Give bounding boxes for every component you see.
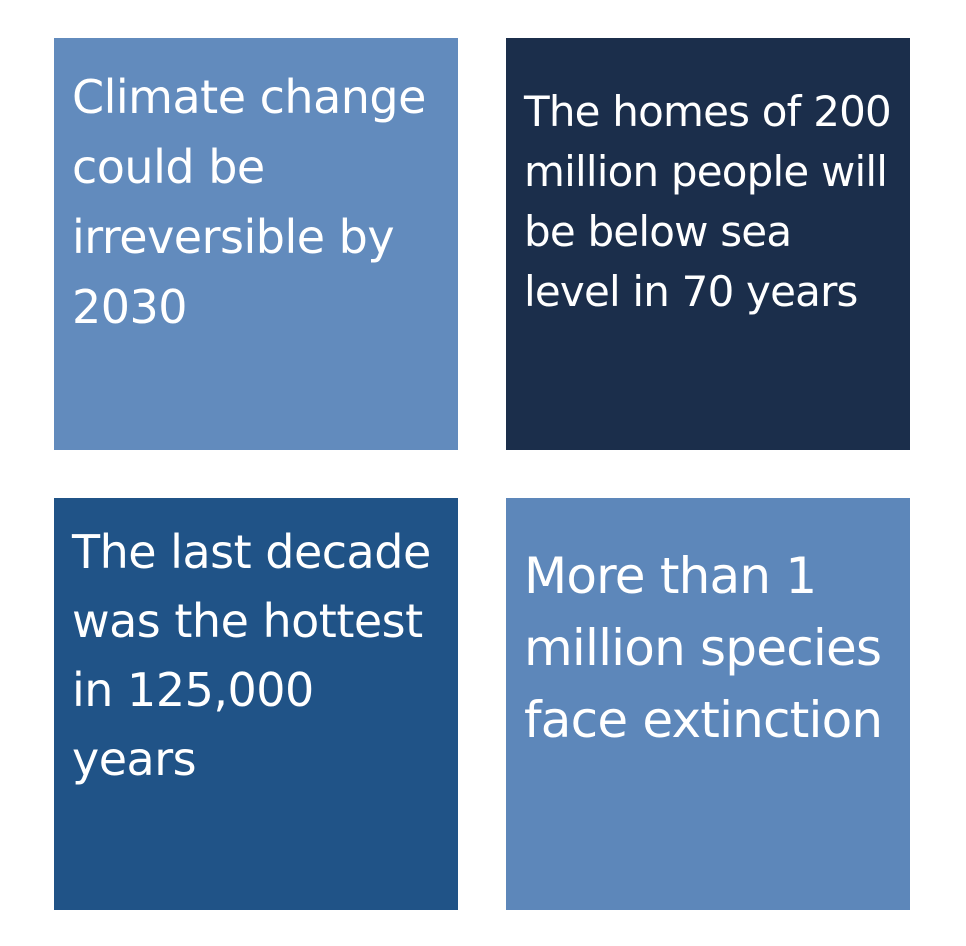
fact-card-text: More than 1 million species face extinct… bbox=[524, 547, 883, 749]
fact-card-irreversible: Climate change could be irreversible by … bbox=[54, 38, 458, 450]
fact-card-extinction: More than 1 million species face extinct… bbox=[506, 498, 910, 910]
fact-card-text: The homes of 200 million people will be … bbox=[524, 87, 892, 316]
fact-card-hottest-decade: The last decade was the hottest in 125,0… bbox=[54, 498, 458, 910]
fact-card-sea-level: The homes of 200 million people will be … bbox=[506, 38, 910, 450]
fact-card-text: Climate change could be irreversible by … bbox=[72, 70, 426, 334]
fact-card-text: The last decade was the hottest in 125,0… bbox=[72, 525, 431, 786]
